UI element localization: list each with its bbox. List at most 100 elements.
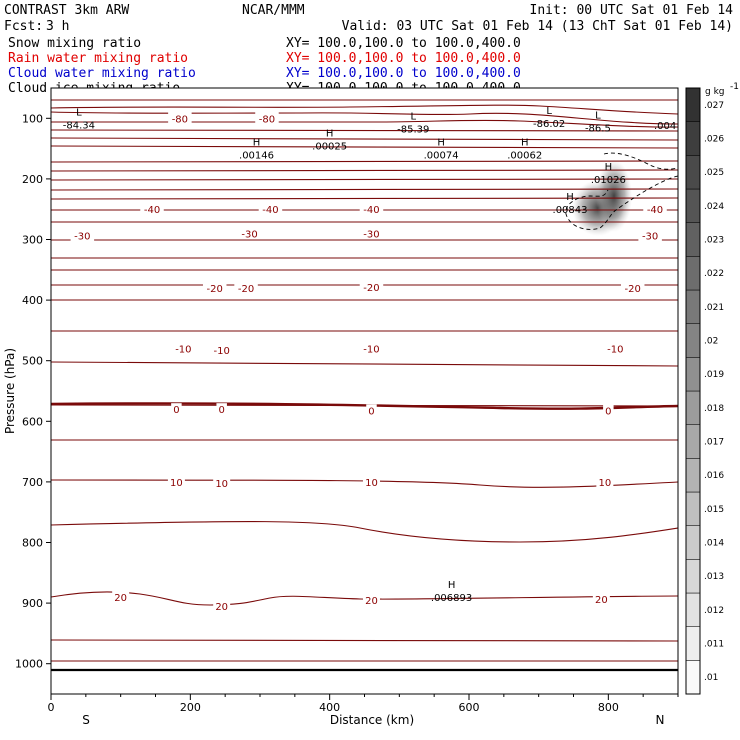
- contour-label: 20: [365, 596, 378, 607]
- contour-label-bg: [362, 475, 380, 488]
- colorbar-level-label: .026: [704, 135, 724, 145]
- contour-label-bg: [167, 475, 185, 488]
- contour-labels: -80 -80 -40 -40 -40 -40 -30 -30 -30 -30 -20 -20 -20 -…: [70, 112, 667, 613]
- contour-label: 0: [218, 405, 224, 416]
- colorbar-swatch: [685, 424, 701, 459]
- y-tick-label: 600: [22, 415, 43, 428]
- colorbar-level-label: .02: [704, 337, 718, 347]
- colorbar-swatch: [685, 256, 701, 291]
- field-legend: Snow mixing ratio XY= 100.0,100.0 to 100…: [8, 36, 521, 96]
- contour-label: -20: [238, 284, 254, 295]
- colorbar-swatch: [685, 357, 701, 392]
- y-tick-label: 700: [22, 476, 43, 489]
- y-tick-label: 300: [22, 234, 43, 247]
- contour-label-bg: [213, 477, 231, 490]
- colorbar-swatch: [685, 390, 701, 425]
- high-marker: H: [605, 162, 613, 173]
- colorbar-level-label: .023: [704, 236, 724, 246]
- high-marker: H: [326, 129, 334, 140]
- title-center: NCAR/MMM: [242, 3, 305, 18]
- extrema-markers: L -84.34 L -85.39 L -86.02 L -86.5 H .00146 H .0002…: [63, 106, 626, 604]
- x-tick-label: 200: [180, 701, 201, 714]
- init-time: Init: 00 UTC Sat 01 Feb 14: [530, 3, 734, 18]
- colorbar-swatch: [685, 525, 701, 560]
- contour-label: -10: [607, 345, 623, 356]
- colorbar: .01 .011 .012 .013 .014 .015 .016 .017 .018 .019.…: [685, 87, 724, 695]
- colorbar-level-label: .025: [704, 168, 724, 178]
- colorbar-swatch: [685, 289, 701, 324]
- colorbar-swatch: [685, 458, 701, 493]
- colorbar-swatch: [685, 222, 701, 257]
- field-name-snow: Snow mixing ratio: [8, 36, 141, 51]
- extremum-value: .01026: [591, 175, 626, 186]
- colorbar-level-label: .014: [704, 539, 724, 549]
- colorbar-level-label: .013: [704, 572, 724, 582]
- y-axis: 100 200 300 400 500 600 700 800 900 1000: [15, 112, 51, 671]
- colorbar-level-label: .011: [704, 640, 724, 650]
- colorbar-swatch: [685, 155, 701, 190]
- contour-label: -40: [262, 205, 278, 216]
- contour-label-bg: [216, 403, 227, 416]
- extremum-value: .00843: [553, 205, 588, 216]
- field-xy-rain: XY= 100.0,100.0 to 100.0,400.0: [286, 51, 521, 66]
- colorbar-swatch: [685, 87, 701, 122]
- contour-label-bg: [209, 343, 234, 356]
- contour-label: -20: [625, 284, 641, 295]
- colorbar-level-label: .012: [704, 606, 724, 616]
- zero-isotherm: [51, 402, 678, 410]
- colorbar-level-label: .021: [704, 303, 724, 313]
- contour-label: -10: [175, 345, 191, 356]
- low-marker: L: [595, 110, 601, 121]
- contour-label: 10: [215, 479, 228, 490]
- fcst-label: Fcst:: [4, 19, 43, 34]
- contour-label: -30: [642, 231, 658, 242]
- colorbar-level-label: .018: [704, 404, 724, 414]
- ice-dashed-contour: [565, 152, 678, 230]
- contour-label: -20: [207, 284, 223, 295]
- field-name-rain: Rain water mixing ratio: [8, 51, 188, 66]
- y-tick-label: 500: [22, 355, 43, 368]
- contour-label-bg: [237, 227, 262, 240]
- y-tick-label: 100: [22, 112, 43, 125]
- x-tick-label: 800: [598, 701, 619, 714]
- contour-label: 20: [114, 593, 127, 604]
- contour-label-bg: [620, 281, 645, 294]
- extremum-value: .00025: [312, 142, 347, 153]
- high-marker: H: [448, 580, 456, 591]
- x-axis: 0 200 400 600 800: [48, 694, 679, 714]
- contour-label: 0: [605, 406, 611, 417]
- extremum-value: -84.34: [63, 120, 95, 131]
- x-tick-label: 600: [459, 701, 480, 714]
- end-label-right: N: [656, 713, 665, 727]
- colorbar-level-label: .019: [704, 370, 724, 380]
- contour-label: -40: [144, 205, 160, 216]
- extremum-value: .00062: [507, 151, 542, 162]
- contour-label: 10: [365, 478, 378, 489]
- colorbar-level-label: .024: [704, 202, 724, 212]
- contour-label-bg: [359, 203, 384, 216]
- low-marker: L: [410, 112, 416, 123]
- colorbar-swatch: [685, 121, 701, 156]
- contour-label-bg: [596, 475, 614, 488]
- contour-label-bg: [171, 342, 196, 355]
- contour-label-bg: [366, 404, 377, 417]
- contour-label: 10: [170, 478, 183, 489]
- temperature-contours: [51, 99, 678, 662]
- contour-label: -10: [214, 346, 230, 357]
- colorbar-swatch: [685, 559, 701, 594]
- contour-label-bg: [359, 342, 384, 355]
- colorbar-level-label: .01: [704, 673, 718, 683]
- contour-label: -20: [363, 283, 379, 294]
- contour-label-bg: [359, 280, 384, 293]
- colorbar-swatch: [685, 626, 701, 661]
- contour-label-bg: [202, 281, 227, 294]
- contour-label: 0: [173, 405, 179, 416]
- contour-label-bg: [258, 203, 283, 216]
- colorbar-swatch: [685, 188, 701, 223]
- extremum-value: -86.5: [585, 123, 611, 134]
- contour-label-bg: [359, 227, 384, 240]
- y-axis-label: Pressure (hPa): [3, 348, 17, 434]
- contour-label-bg: [592, 592, 610, 605]
- y-tick-label: 1000: [15, 658, 43, 671]
- ice-contour-label: .004: [654, 121, 676, 132]
